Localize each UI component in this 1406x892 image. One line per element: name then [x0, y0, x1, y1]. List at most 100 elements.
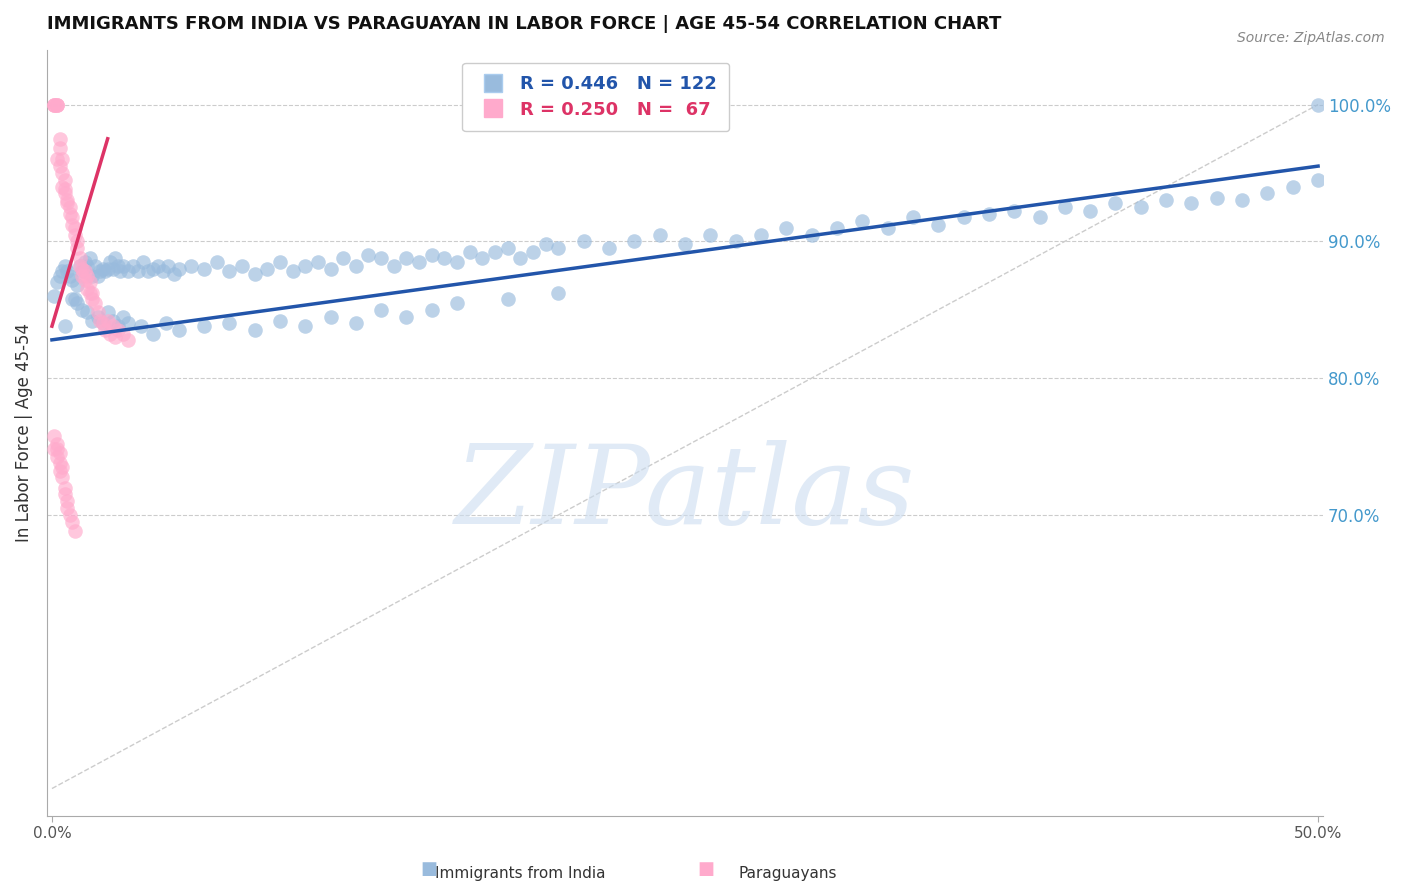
Point: [72, 302, 94, 317]
Point: [344, 317, 367, 331]
Point: [107, 319, 129, 334]
Point: [218, 264, 240, 278]
Point: [775, 220, 797, 235]
Point: [547, 241, 569, 255]
Point: [51, 460, 73, 475]
Point: [218, 317, 240, 331]
Point: [98, 255, 121, 269]
Point: [44, 428, 66, 442]
Point: [104, 251, 127, 265]
Point: [180, 259, 202, 273]
Point: [46, 97, 69, 112]
Point: [73, 264, 96, 278]
Point: [977, 207, 1000, 221]
Point: [63, 227, 86, 242]
Point: [91, 317, 114, 331]
Point: [307, 255, 329, 269]
Point: [79, 251, 101, 265]
Point: [193, 319, 215, 334]
Point: [101, 261, 124, 276]
Point: [155, 317, 177, 331]
Point: [56, 494, 79, 508]
Point: [1078, 204, 1101, 219]
Point: [111, 259, 134, 273]
Point: [122, 259, 145, 273]
Point: [66, 235, 89, 249]
Point: [72, 264, 94, 278]
Point: [97, 261, 120, 276]
Point: [332, 251, 354, 265]
Point: [86, 268, 108, 283]
Point: [132, 255, 155, 269]
Point: [86, 310, 108, 324]
Point: [51, 166, 73, 180]
Point: [91, 317, 114, 331]
Point: [724, 235, 747, 249]
Point: [281, 264, 304, 278]
Point: [72, 268, 94, 283]
Point: [319, 261, 342, 276]
Point: [107, 323, 129, 337]
Point: [117, 264, 139, 278]
Point: [53, 259, 76, 273]
Point: [60, 218, 83, 232]
Point: [111, 310, 134, 324]
Point: [269, 255, 291, 269]
Point: [60, 210, 83, 224]
Point: [82, 292, 104, 306]
Text: IMMIGRANTS FROM INDIA VS PARAGUAYAN IN LABOR FORCE | AGE 45-54 CORRELATION CHART: IMMIGRANTS FROM INDIA VS PARAGUAYAN IN L…: [46, 15, 1001, 33]
Point: [1230, 194, 1253, 208]
Point: [205, 255, 228, 269]
Point: [127, 264, 149, 278]
Point: [598, 241, 620, 255]
Point: [825, 220, 848, 235]
Point: [395, 251, 418, 265]
Point: [1104, 196, 1126, 211]
Point: [370, 251, 392, 265]
Point: [53, 182, 76, 196]
Point: [51, 264, 73, 278]
Point: [66, 241, 89, 255]
Point: [48, 159, 70, 173]
Point: [63, 220, 86, 235]
Point: [749, 227, 772, 242]
Point: [1129, 200, 1152, 214]
Point: [94, 264, 117, 278]
Point: [51, 153, 73, 167]
Point: [98, 327, 121, 342]
Point: [148, 259, 170, 273]
Point: [129, 319, 152, 334]
Point: [851, 214, 873, 228]
Point: [56, 196, 79, 211]
Point: [44, 97, 66, 112]
Point: [76, 259, 98, 273]
Point: [46, 276, 69, 290]
Point: [56, 501, 79, 516]
Point: [76, 268, 98, 283]
Point: [79, 286, 101, 301]
Point: [534, 237, 557, 252]
Point: [319, 310, 342, 324]
Point: [142, 327, 165, 342]
Point: [60, 292, 83, 306]
Point: [395, 310, 418, 324]
Point: [357, 248, 380, 262]
Point: [84, 259, 107, 273]
Point: [56, 194, 79, 208]
Point: [66, 296, 89, 310]
Point: [82, 268, 104, 283]
Point: [60, 273, 83, 287]
Point: [193, 261, 215, 276]
Point: [82, 286, 104, 301]
Point: [800, 227, 823, 242]
Point: [458, 245, 481, 260]
Point: [648, 227, 671, 242]
Point: [1306, 173, 1329, 187]
Point: [344, 259, 367, 273]
Point: [56, 264, 79, 278]
Point: [84, 296, 107, 310]
Point: [101, 314, 124, 328]
Text: ZIPatlas: ZIPatlas: [454, 441, 915, 548]
Point: [547, 286, 569, 301]
Point: [509, 251, 531, 265]
